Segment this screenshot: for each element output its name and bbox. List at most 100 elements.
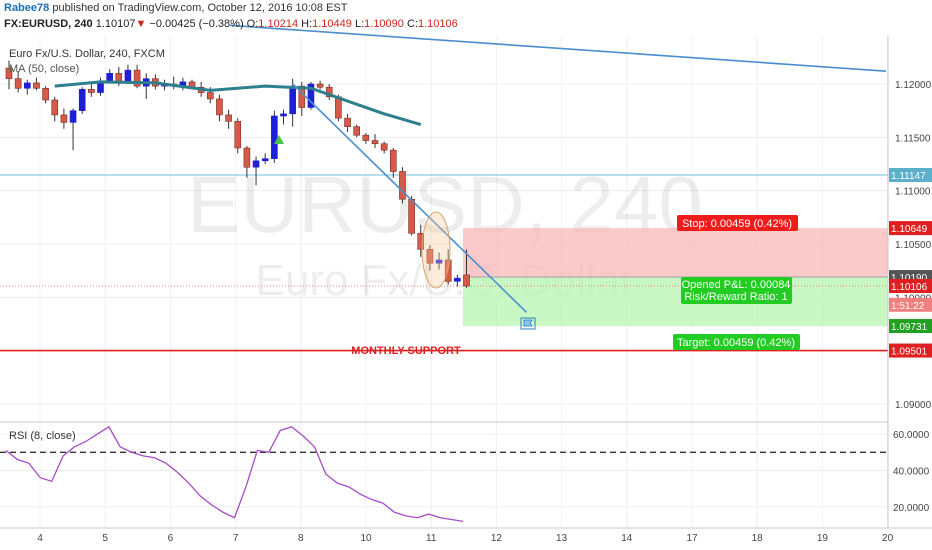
quote-line: FX:EURUSD, 240 1.10107▼ −0.00425 (−0.38%… [4, 18, 458, 30]
candle-body [216, 98, 223, 116]
trendline [292, 83, 528, 313]
price-label-text: 1.10190 [891, 273, 928, 284]
candle-body [463, 274, 470, 287]
published-text: published on TradingView.com, October 12… [52, 2, 348, 14]
candle-body [243, 147, 251, 168]
price-label-text: 1.09731 [891, 322, 928, 333]
flag-icon [520, 317, 536, 330]
price-label-box [889, 343, 932, 358]
target-label: Target: 0.00459 (0.42%) [677, 337, 795, 349]
candle-body [69, 110, 77, 123]
candle-body [325, 86, 333, 98]
y-tick-label: 1.09000 [895, 400, 932, 411]
candle-body [371, 140, 379, 145]
y-tick-label: 1.11500 [895, 133, 931, 144]
candle-body [353, 126, 361, 136]
ma-legend[interactable]: MA (50, close) [9, 63, 80, 75]
price-label-box [889, 319, 932, 334]
candle-body [5, 67, 13, 79]
rsi-y-tick-label: 40.0000 [893, 466, 930, 477]
x-tick-label: 14 [621, 533, 633, 544]
monthly-support-label: MONTHLY SUPPORT [351, 345, 461, 357]
candle-body [344, 117, 351, 127]
candle-body [399, 171, 406, 200]
x-tick-label: 7 [233, 533, 239, 544]
open-label: O: [246, 18, 259, 30]
candle-body [454, 277, 461, 282]
candle-body [389, 149, 397, 172]
candle-body [289, 85, 296, 115]
candle-body [33, 82, 40, 89]
candle-body [106, 73, 113, 82]
candle-body [316, 83, 324, 88]
stop-zone [463, 228, 888, 278]
last-price: 1.10107 [95, 18, 136, 30]
x-tick-label: 18 [752, 533, 764, 544]
low-value: 1.10090 [364, 18, 404, 30]
buy-signal-triangle-icon [274, 135, 284, 144]
candle-body [234, 121, 242, 149]
risk-reward-label: Risk/Reward Ratio: 1 [684, 291, 787, 303]
axes: 1.120001.115001.110001.105001.100001.095… [0, 36, 932, 544]
y-tick-label: 1.12000 [895, 80, 932, 91]
x-tick-label: 8 [298, 533, 304, 544]
price-label-text: 1.10106 [891, 282, 928, 293]
candle-body [252, 160, 260, 168]
price-label-text: 1.09501 [891, 347, 928, 358]
candle-body [417, 233, 425, 250]
candle-body [261, 158, 269, 162]
y-tick-label: 1.11000 [895, 187, 931, 198]
down-arrow-icon: ▼ [135, 18, 147, 30]
candle-body [435, 259, 443, 264]
x-tick-label: 4 [37, 533, 43, 544]
candle-body [271, 115, 278, 159]
price-label-text: 1.11147 [891, 171, 926, 182]
candle-body [42, 87, 49, 101]
price-label-text: 1:51:22 [891, 301, 925, 312]
candle-body [23, 82, 31, 89]
target-zone [463, 277, 888, 327]
rsi-y-tick-label: 20.0000 [893, 503, 930, 514]
low-label: L: [354, 18, 365, 30]
candle-body [280, 113, 287, 117]
pnl-label: Opened P&L: 0.00084 [682, 279, 791, 291]
candle-body [426, 249, 434, 264]
candle-body [115, 73, 123, 83]
publisher-line: Rabee78 published on TradingView.com, Oc… [4, 2, 347, 14]
candle-body [14, 78, 22, 89]
rsi-line [5, 425, 464, 523]
candle-body [207, 92, 214, 100]
candle-body [362, 134, 370, 141]
price-change: −0.00425 (−0.38%) [149, 18, 244, 30]
candle-body [225, 114, 232, 122]
candle-body [133, 69, 141, 87]
rsi-y-tick-label: 60.0000 [893, 430, 930, 441]
x-tick-label: 11 [426, 533, 437, 544]
candle-body [408, 198, 415, 234]
pnl-label-box [681, 277, 792, 304]
candle-body [380, 143, 388, 151]
high-value: 1.10449 [312, 18, 352, 30]
position-zones [463, 228, 888, 327]
x-tick-label: 5 [102, 533, 108, 544]
candle-body [124, 69, 132, 83]
ma-50-line [54, 80, 422, 126]
candle-body [51, 99, 59, 116]
x-tick-label: 19 [817, 533, 829, 544]
target-label-box [673, 334, 800, 350]
price-label-box [889, 297, 932, 312]
author-link[interactable]: Rabee78 [4, 2, 50, 14]
candle-body [60, 114, 68, 123]
rsi-legend[interactable]: RSI (8, close) [9, 430, 76, 442]
trendline [229, 24, 887, 72]
close-label: C: [406, 18, 418, 30]
x-tick-label: 13 [556, 533, 568, 544]
main-legend[interactable]: Euro Fx/U.S. Dollar, 240, FXCM [9, 48, 165, 60]
y-tick-label: 1.10500 [895, 240, 932, 251]
stop-label-box [677, 215, 798, 231]
x-tick-label: 17 [686, 533, 698, 544]
open-value: 1.10214 [258, 18, 299, 30]
